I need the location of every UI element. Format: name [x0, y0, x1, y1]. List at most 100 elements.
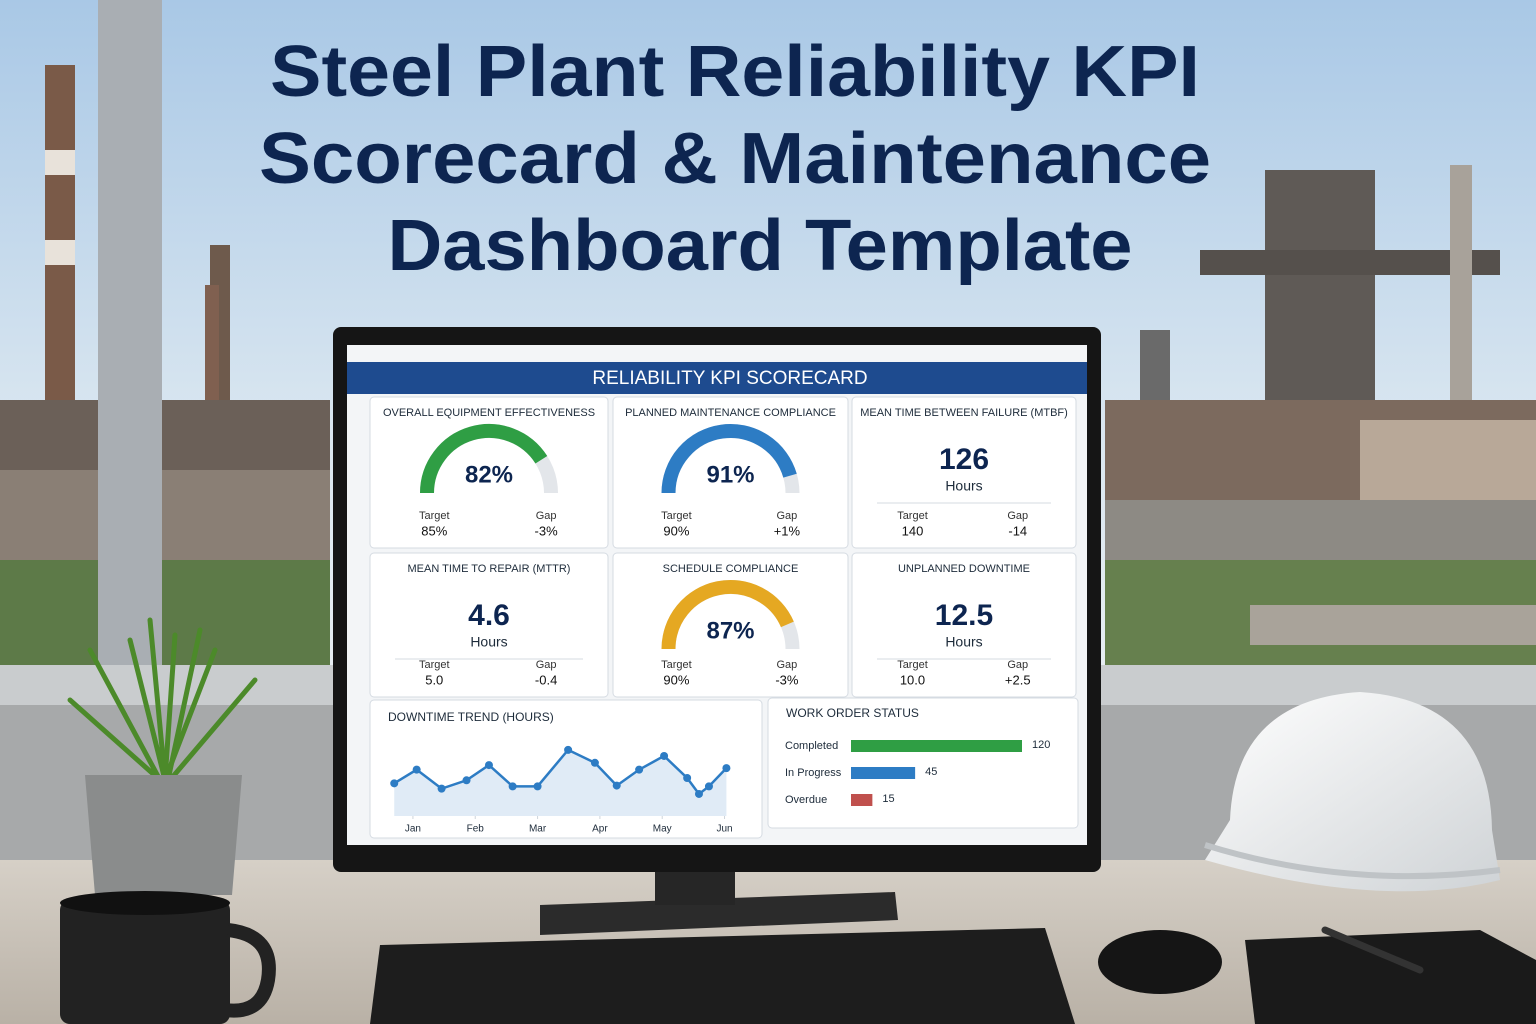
bar: [851, 767, 916, 779]
kpi-title: OVERALL EQUIPMENT EFFECTIVENESS: [383, 407, 595, 419]
kpi-unit: Hours: [945, 634, 982, 650]
dashboard-title: RELIABILITY KPI SCORECARD: [592, 368, 867, 389]
mug: [60, 891, 276, 1024]
hardhat: [1204, 692, 1501, 892]
bar: [851, 740, 1022, 752]
bar-value: 120: [1032, 739, 1050, 751]
factory-left: [0, 65, 330, 670]
title-line: Steel Plant Reliability KPI: [270, 32, 1200, 112]
trend-point: [462, 776, 471, 785]
trend-point: [412, 765, 421, 774]
kpi-title: PLANNED MAINTENANCE COMPLIANCE: [625, 407, 836, 419]
x-tick-label: Apr: [592, 824, 608, 835]
kpi-value: 4.6: [468, 599, 510, 632]
trend-line: [393, 748, 728, 796]
panel: [369, 699, 763, 839]
kpi-card: [612, 552, 849, 698]
gauge-arc: [661, 424, 797, 494]
trend-point: [683, 774, 692, 782]
trend-point: [484, 761, 493, 770]
trend-point: [564, 745, 573, 754]
gap-value: -3%: [535, 523, 559, 538]
kpi-unit: Hours: [945, 478, 982, 494]
kpi-value: 126: [939, 443, 989, 476]
trend-point: [722, 764, 731, 773]
gap-label: Gap: [1007, 510, 1028, 522]
gap-value: -3%: [775, 672, 799, 687]
target-label: Target: [419, 659, 450, 671]
target-label: Target: [661, 659, 692, 671]
kpi-card: [851, 552, 1077, 698]
panel: [767, 697, 1079, 829]
target-label: Target: [897, 659, 928, 671]
bar-label: Overdue: [785, 794, 827, 806]
kpi-card: [851, 396, 1077, 549]
bar-label: Completed: [785, 740, 838, 752]
title-line: Dashboard Template: [388, 206, 1133, 286]
target-value: 85%: [421, 523, 447, 538]
dashboard-header: [347, 362, 1087, 394]
target-label: Target: [897, 510, 928, 522]
title-line: Scorecard & Maintenance: [259, 119, 1211, 199]
gauge-arc: [661, 580, 794, 650]
kpi-card: [369, 552, 609, 698]
gauge-value: 87%: [706, 617, 754, 644]
x-tick-label: Jan: [405, 824, 421, 835]
panel-title: WORK ORDER STATUS: [786, 706, 919, 720]
mouse: [1098, 930, 1222, 994]
window-frame: [98, 0, 162, 680]
trend-point: [660, 751, 669, 760]
panel-title: DOWNTIME TREND (HOURS): [388, 710, 554, 724]
kpi-title: SCHEDULE COMPLIANCE: [663, 563, 799, 575]
gap-value: +2.5: [1005, 672, 1031, 687]
target-value: 90%: [663, 523, 689, 538]
kpi-title: MEAN TIME BETWEEN FAILURE (MTBF): [860, 407, 1068, 419]
trend-point: [390, 779, 399, 788]
gap-label: Gap: [536, 659, 557, 671]
target-value: 140: [902, 523, 924, 538]
kpi-title: UNPLANNED DOWNTIME: [898, 563, 1030, 575]
target-label: Target: [419, 510, 450, 522]
trend-point: [437, 784, 446, 793]
gap-label: Gap: [777, 659, 798, 671]
gauge-arc: [420, 424, 548, 494]
kpi-title: MEAN TIME TO REPAIR (MTTR): [408, 563, 571, 575]
bar: [851, 794, 873, 806]
x-tick-label: Mar: [529, 824, 547, 835]
notebook: [1245, 926, 1536, 1024]
kpi-card: [612, 396, 849, 549]
keyboard: [370, 928, 1075, 1024]
plant: [67, 617, 258, 895]
factory-right: [1105, 165, 1536, 670]
trend-area: [394, 749, 727, 816]
gap-label: Gap: [777, 510, 798, 522]
target-label: Target: [661, 510, 692, 522]
trend-point: [635, 765, 644, 774]
gap-value: +1%: [774, 523, 801, 538]
gauge-value: 91%: [706, 461, 754, 488]
gap-value: -14: [1008, 523, 1027, 538]
dashboard: RELIABILITY KPI SCORECARD OVERALL EQUIPM…: [347, 362, 1087, 839]
target-value: 5.0: [425, 672, 443, 687]
trend-point: [590, 758, 599, 767]
trend-point: [694, 789, 703, 798]
target-value: 90%: [663, 672, 689, 687]
x-tick-label: May: [653, 824, 672, 835]
kpi-value: 12.5: [935, 599, 993, 632]
gap-label: Gap: [1007, 659, 1028, 671]
trend-point: [704, 782, 713, 791]
kpi-unit: Hours: [470, 634, 507, 650]
x-tick-label: Jun: [716, 824, 732, 835]
trend-point: [533, 782, 542, 791]
x-tick-label: Feb: [467, 824, 485, 835]
trend-point: [612, 781, 621, 790]
bar-value: 15: [882, 793, 894, 805]
target-value: 10.0: [900, 672, 925, 687]
bar-value: 45: [925, 766, 937, 778]
gap-value: -0.4: [535, 672, 557, 687]
trend-point: [508, 782, 517, 791]
bar-label: In Progress: [785, 767, 842, 779]
title: Steel Plant Reliability KPI Scorecard & …: [259, 32, 1211, 286]
